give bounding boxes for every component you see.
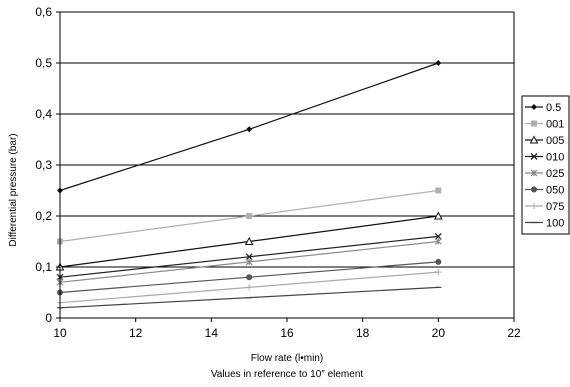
- point-stroke: [530, 153, 538, 160]
- point: [245, 258, 253, 266]
- point: [529, 135, 539, 144]
- series-050: [57, 258, 442, 296]
- point: [531, 203, 537, 209]
- point-stroke: [245, 253, 253, 261]
- x-tick-label: 20: [432, 326, 446, 340]
- legend-label: 025: [546, 168, 564, 180]
- point: [435, 269, 442, 276]
- series-layer: [55, 60, 443, 309]
- series-0.5: [57, 60, 442, 194]
- legend-item: 100: [525, 218, 564, 230]
- y-axis-label: Differential pressure (bar): [8, 133, 19, 246]
- legend-box: [521, 95, 570, 235]
- legend-item: 075: [525, 201, 564, 213]
- y-tick-label: 0: [45, 311, 52, 325]
- legend-label: 001: [546, 119, 564, 131]
- point: [433, 211, 443, 220]
- legend-item: 005: [525, 135, 564, 147]
- legend-label: 050: [546, 185, 564, 197]
- tick-labels: 0 0,1 0,2 0,3 0,4 0,5 0,6 10 12 14 16 18 20 22: [35, 5, 521, 340]
- point: [435, 258, 442, 265]
- legend-label: 075: [546, 201, 564, 213]
- x-axis-label: Flow rate (l•min): [251, 353, 323, 364]
- point-stroke: [434, 232, 442, 240]
- legend-label: 100: [546, 218, 564, 230]
- legend-item: 001: [525, 119, 564, 131]
- point: [245, 253, 253, 261]
- point: [246, 213, 253, 219]
- x-tick-label: 10: [53, 326, 67, 340]
- point: [531, 186, 537, 193]
- legend-item: 010: [525, 152, 564, 164]
- x-tick-label: 14: [205, 326, 219, 340]
- y-tick-label: 0,5: [35, 56, 52, 70]
- series-075: [57, 269, 442, 306]
- legend-label: 005: [546, 135, 564, 147]
- y-tick-label: 0,1: [35, 260, 52, 274]
- series-100: [57, 286, 442, 309]
- y-tick-label: 0,4: [35, 107, 52, 121]
- x-tick-label: 16: [280, 326, 294, 340]
- point: [434, 232, 442, 240]
- point: [531, 120, 537, 127]
- point: [434, 238, 442, 245]
- y-tick-label: 0,3: [35, 158, 52, 172]
- point: [244, 236, 254, 245]
- y-tick-label: 0,2: [35, 209, 52, 223]
- grid-lines: [60, 11, 514, 268]
- x-tick-label: 18: [356, 326, 370, 340]
- legend-label: 010: [546, 152, 564, 164]
- point: [530, 169, 538, 177]
- legend-label: 0.5: [546, 102, 561, 114]
- legend-item: 025: [525, 168, 564, 180]
- point: [530, 153, 538, 160]
- point: [435, 187, 442, 194]
- point: [246, 274, 253, 281]
- point: [246, 284, 253, 291]
- x-tick-label: 12: [129, 326, 143, 340]
- y-tick-label: 0,6: [35, 5, 52, 19]
- axes: [56, 11, 515, 322]
- legend-item: 0.5: [525, 102, 561, 114]
- legend: 0.5 001 005 010 025 050 075 100: [521, 95, 570, 235]
- point: [435, 60, 442, 66]
- legend-item: 050: [525, 185, 564, 197]
- x-tick-label: 22: [507, 326, 521, 340]
- point: [246, 126, 253, 133]
- point: [531, 104, 537, 110]
- chart-subtitle: Values in reference to 10″ element: [211, 369, 364, 380]
